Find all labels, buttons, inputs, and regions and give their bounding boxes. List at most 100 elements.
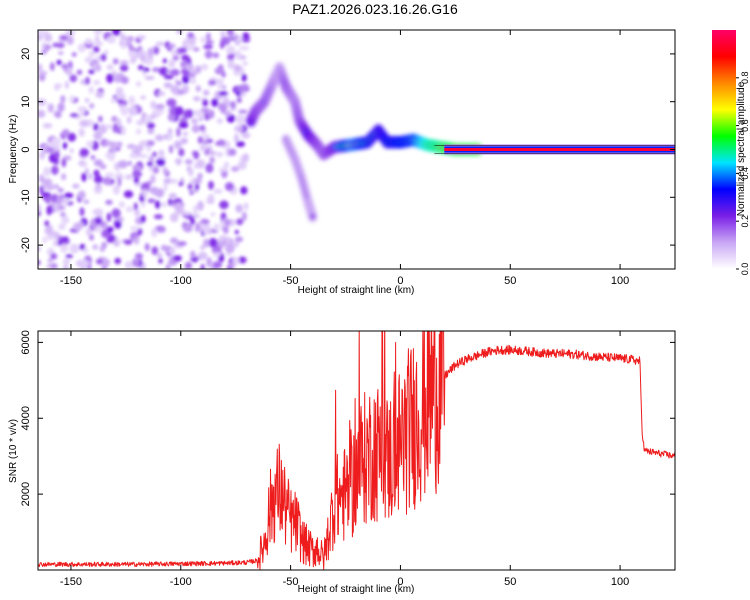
spectrogram-noise-blob xyxy=(142,114,148,120)
spectrogram-noise-blob xyxy=(139,153,148,159)
spectrogram-noise-blob xyxy=(126,143,136,150)
spectrogram-noise-blob xyxy=(168,59,176,68)
spectrogram-noise-blob xyxy=(60,95,66,104)
snr-panel: -150 -100 -50 0 50 100 2000 4000 6000 Height of… xyxy=(8,330,676,595)
spectrogram-noise-blob xyxy=(38,204,42,213)
spectrogram-noise-blob xyxy=(174,106,184,116)
spectrogram-noise-blob xyxy=(92,244,98,250)
spectrogram-noise-blob xyxy=(94,217,102,225)
spectrogram-noise-blob xyxy=(70,113,79,118)
spectrogram-noise-blob xyxy=(113,123,118,130)
spectrogram-noise-blob xyxy=(172,55,179,61)
spectrogram-noise-blob xyxy=(205,40,214,45)
spectrogram-noise-blob xyxy=(183,110,191,119)
spectrogram-noise-blob xyxy=(200,245,205,251)
spectrogram-noise-blob xyxy=(85,168,89,175)
spectrogram-noise-blob xyxy=(88,50,95,57)
spectrogram-noise-blob xyxy=(167,128,173,135)
spectrogram-noise-blob xyxy=(200,63,209,71)
spectrogram-noise-blob xyxy=(219,200,229,210)
spectrogram-noise-blob xyxy=(80,108,86,116)
spectrogram-noise-blob xyxy=(56,59,62,66)
spectrogram-noise-blob xyxy=(58,51,64,56)
spectrogram-noise-blob xyxy=(212,52,220,59)
spectrogram-noise-blob xyxy=(234,133,239,143)
spectrogram-noise-blob xyxy=(115,87,124,94)
spectrogram-noise-blob xyxy=(105,199,113,205)
spectrogram-noise-blob xyxy=(182,131,189,137)
spectrogram-noise-blob xyxy=(85,227,92,237)
spectrogram-noise-blob xyxy=(86,140,94,148)
spectrogram-noise-blob xyxy=(99,164,107,170)
spectrogram-noise-blob xyxy=(167,43,176,49)
spectrogram-noise-blob xyxy=(94,35,100,44)
spectrogram-noise-blob xyxy=(213,223,220,232)
spectrogram-noise-blob xyxy=(234,229,239,235)
spectrogram-noise-blob xyxy=(148,155,155,164)
spectrogram-noise-blob xyxy=(84,39,94,45)
spectrogram-noise-blob xyxy=(166,133,172,142)
spectrogram-noise-blob xyxy=(84,98,90,103)
snr-frame xyxy=(37,330,676,571)
spectrogram-noise-blob xyxy=(133,202,138,211)
spectrogram-noise-blob xyxy=(183,211,192,216)
spectrogram-x-tick-label: -150 xyxy=(60,275,82,287)
spectrogram-noise-blob xyxy=(154,200,161,209)
spectrogram-noise-blob xyxy=(128,43,133,53)
spectrogram-noise-blob xyxy=(38,109,46,118)
spectrogram-noise-blob xyxy=(164,75,174,80)
spectrogram-noise-blob xyxy=(219,254,225,263)
spectrogram-noise-blob xyxy=(157,91,166,96)
spectrogram-noise-blob xyxy=(62,129,70,137)
spectrogram-noise-blob xyxy=(38,246,41,252)
spectrogram-noise-blob xyxy=(60,244,68,253)
spectrogram-noise-blob xyxy=(106,73,114,84)
spectrogram-noise-blob xyxy=(163,182,168,192)
spectrogram-noise-blob xyxy=(147,128,155,135)
spectrogram-noise-blob xyxy=(129,226,140,231)
snr-x-label: Height of straight line (km) xyxy=(298,584,415,595)
spectrogram-noise-blob xyxy=(174,255,182,262)
spectrogram-noise-blob xyxy=(160,202,168,208)
spectrogram-noise-blob xyxy=(117,176,122,187)
spectrogram-noise-blob xyxy=(118,201,126,208)
spectrogram-noise-blob xyxy=(93,46,100,53)
spectrogram-noise-blob xyxy=(134,236,140,245)
spectrogram-noise-blob xyxy=(59,211,66,217)
spectrogram-noise-blob xyxy=(217,139,226,147)
spectrogram-noise-blob xyxy=(61,63,69,70)
spectrogram-noise-blob xyxy=(173,202,184,211)
spectrogram-noise-blob xyxy=(226,30,234,37)
spectrogram-noise-blob xyxy=(143,67,150,73)
spectrogram-noise-blob xyxy=(61,236,69,243)
snr-x-tick-label: -50 xyxy=(283,576,299,588)
spectrogram-noise-blob xyxy=(136,119,144,126)
spectrogram-noise-blob xyxy=(225,98,230,105)
spectrogram-noise-blob xyxy=(186,42,196,51)
spectrogram-noise-blob xyxy=(204,112,211,121)
spectrogram-noise-blob xyxy=(93,30,104,35)
spectrogram-noise-blob xyxy=(188,167,194,177)
spectrogram-noise-blob xyxy=(235,50,242,60)
spectrogram-noise-blob xyxy=(58,38,63,44)
spectrogram-noise-blob xyxy=(42,123,53,129)
spectrogram-noise-blob xyxy=(151,67,161,73)
spectrogram-noise-blob xyxy=(208,238,218,248)
spectrogram-noise-blob xyxy=(219,41,225,49)
spectrogram-noise-blob xyxy=(50,165,59,175)
snr-y-tick-label: 2000 xyxy=(20,482,32,506)
spectrogram-noise-blob xyxy=(154,134,165,142)
colorbar-label: Normalized spectral amplitude xyxy=(736,81,747,216)
spectrogram-noise-blob xyxy=(187,33,195,38)
colorbar-tick-label: 0.6 xyxy=(740,119,750,132)
spectrogram-noise-blob xyxy=(158,66,169,76)
spectrogram-noise-blob xyxy=(39,151,45,160)
spectrogram-noise-blob xyxy=(62,142,68,150)
spectrogram-noise-blob xyxy=(162,167,168,174)
spectrogram-noise-blob xyxy=(114,257,121,265)
snr-y-tick-label: 6000 xyxy=(20,330,32,354)
spectrogram-noise-blob xyxy=(98,115,103,123)
spectrogram-noise-blob xyxy=(177,89,185,95)
spectrogram-noise-blob xyxy=(121,125,126,136)
